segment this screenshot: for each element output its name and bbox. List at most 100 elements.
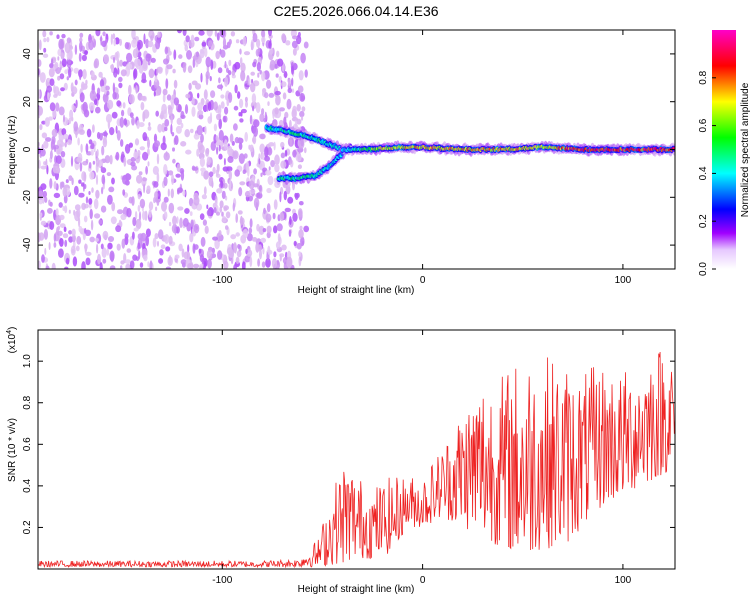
noise-cell [49,201,53,207]
noise-cell [158,229,164,240]
noise-cell [260,237,267,243]
noise-cell [196,148,200,157]
noise-cell [167,50,172,56]
noise-cell [107,242,113,250]
noise-cell [161,201,167,212]
noise-cell [192,243,196,254]
noise-cell [157,123,163,133]
noise-cell [38,106,43,116]
noise-cell [59,248,64,257]
spectrogram-y-tick-label: 40 [22,48,33,60]
noise-cell [246,233,253,242]
noise-cell [163,176,168,187]
noise-cell [162,93,166,103]
noise-cell [110,63,115,74]
noise-cell [296,118,302,125]
noise-cell [156,68,159,76]
noise-cell [166,64,173,70]
noise-cell [79,41,83,52]
noise-cell [59,223,66,229]
noise-cell [244,131,248,142]
noise-cell [40,165,47,170]
noise-cell [223,205,230,211]
noise-cell [59,214,65,221]
noise-cell [290,159,293,165]
noise-cell [173,97,180,106]
noise-cell [52,165,60,174]
noise-cell [49,150,53,160]
noise-cell [239,48,242,55]
snr-y-tick-label: 0.4 [22,478,33,492]
noise-cell [39,212,43,218]
noise-cell [154,140,160,148]
noise-cell [208,171,214,177]
noise-cell [201,257,205,265]
noise-cell [107,194,113,205]
noise-cell [138,250,141,260]
noise-cell [149,260,153,269]
noise-cell [247,166,250,177]
noise-cell [205,148,210,157]
noise-cell [201,41,207,47]
noise-cell [267,175,274,186]
noise-cell [219,200,224,208]
noise-cell [171,132,175,137]
noise-cell [267,101,270,106]
noise-cell [127,174,132,180]
noise-cell [280,141,285,148]
noise-cell [57,48,62,57]
noise-cell [43,229,49,240]
noise-cell [218,118,222,130]
noise-cell [234,246,237,254]
noise-cell [174,254,180,259]
noise-cell [142,210,146,221]
noise-cell [147,125,152,131]
noise-cell [187,262,194,269]
noise-cell [84,50,88,56]
noise-cell [168,221,172,227]
noise-cell [80,81,85,91]
noise-cell [154,191,159,200]
noise-cell [187,244,190,253]
noise-cell [160,142,167,151]
noise-cell [60,52,65,60]
noise-cell [209,75,212,82]
noise-cell [239,217,245,225]
snr-x-tick-label: -100 [212,575,232,586]
colorbar-tick-label: 0.8 [698,70,709,84]
noise-cell [250,71,255,76]
noise-cell [122,174,128,185]
noise-cell [173,79,178,89]
noise-cell [48,116,53,121]
noise-cell [93,60,98,69]
noise-cell [109,154,113,165]
noise-cell [218,129,224,141]
noise-cell [291,88,295,93]
noise-cell [55,208,59,217]
noise-cell [215,211,221,216]
noise-cell [242,169,246,174]
noise-cell [149,79,152,87]
noise-cell [111,177,115,185]
noise-cell [292,48,297,56]
noise-cell [248,77,251,87]
noise-cell [71,86,78,95]
noise-cell [237,91,241,99]
noise-cell [100,85,106,93]
noise-cell [181,248,185,258]
noise-cell [114,72,117,78]
noise-cell [173,49,177,60]
noise-cell [42,30,47,38]
spectrogram-y-axis-label: Frequency (Hz) [7,116,18,185]
spectrogram-x-tick-label: 100 [615,275,632,286]
noise-cell [255,48,260,57]
noise-cell [88,139,93,145]
noise-cell [83,171,87,183]
noise-cell [261,36,266,43]
noise-cell [235,256,240,264]
noise-cell [177,206,184,211]
noise-cell [234,169,240,177]
noise-cell [50,58,54,68]
noise-cell [172,68,176,74]
